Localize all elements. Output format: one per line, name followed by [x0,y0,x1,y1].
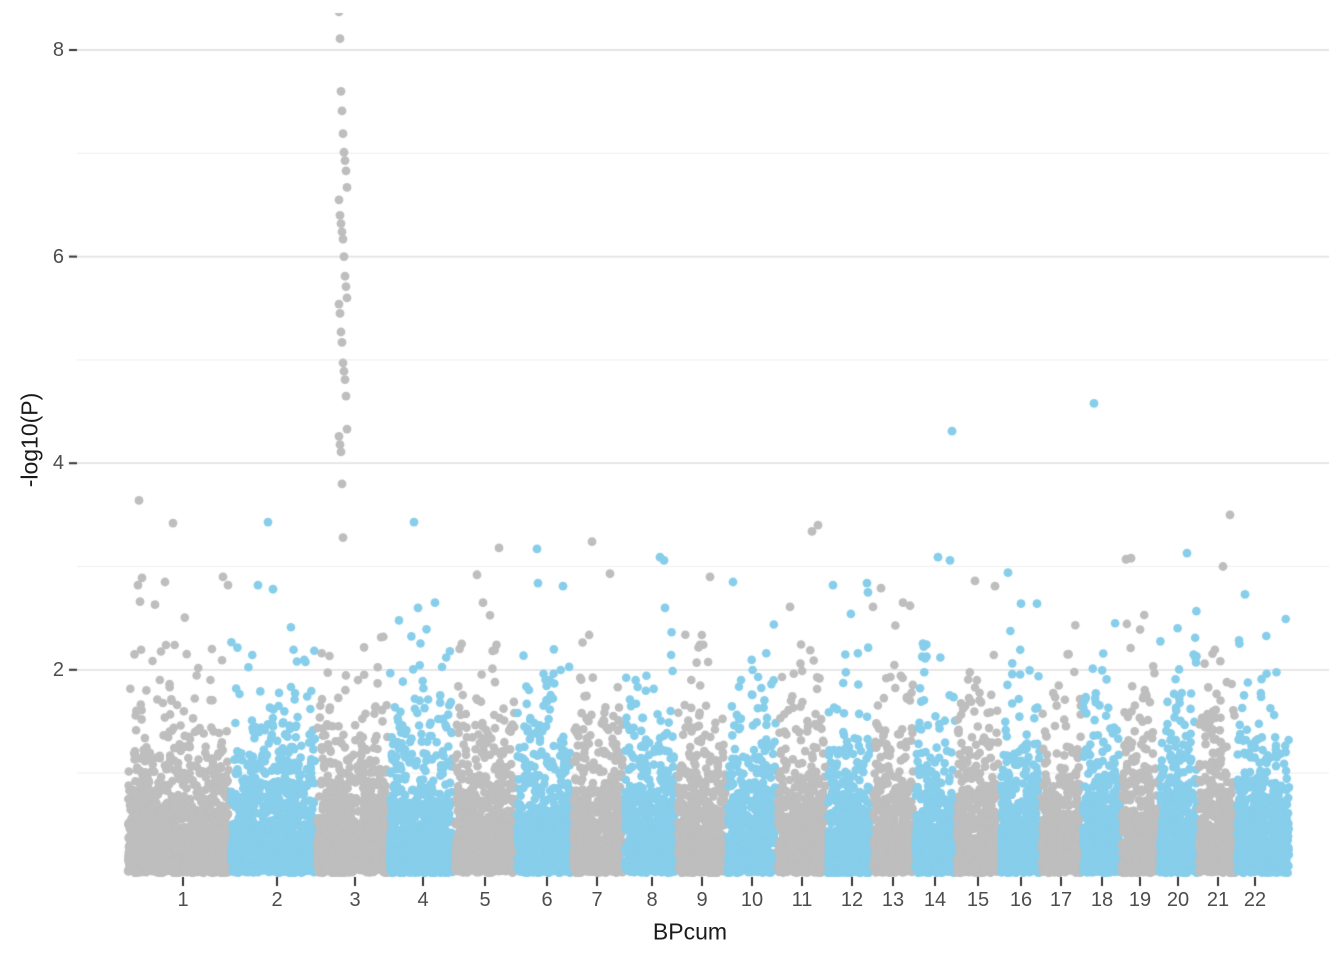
x-tick-label-14: 14 [923,889,947,911]
x-tick-label-3: 3 [349,889,361,911]
x-tick-label-16: 16 [1009,889,1033,911]
x-tick-label-13: 13 [881,889,905,911]
x-tick-label-17: 17 [1049,889,1073,911]
x-tick-label-1: 1 [177,889,189,911]
y-axis-title: -log10(P) [16,392,43,488]
x-tick-label-9: 9 [696,889,708,911]
x-tick-label-21: 21 [1206,889,1230,911]
y-tick-label-4: 4 [52,452,64,475]
x-tick-label-22: 22 [1243,889,1267,911]
x-tick-label-19: 19 [1128,889,1152,911]
x-tick-label-12: 12 [840,889,864,911]
y-tick-label-2: 2 [52,658,64,681]
x-tick-label-5: 5 [479,889,491,911]
x-tick-label-4: 4 [417,889,429,911]
x-tick-label-10: 10 [740,889,764,911]
x-tick-label-6: 6 [541,889,553,911]
x-tick-label-8: 8 [646,889,658,911]
x-tick-label-2: 2 [271,889,283,911]
x-tick-label-20: 20 [1166,889,1190,911]
y-tick-label-8: 8 [52,39,64,61]
x-tick-label-18: 18 [1090,889,1114,911]
x-axis-title: BPcum [652,918,728,945]
y-tick-label-6: 6 [52,245,64,268]
x-tick-label-7: 7 [591,889,603,911]
x-tick-label-15: 15 [966,889,990,911]
x-tick-label-11: 11 [791,889,813,911]
